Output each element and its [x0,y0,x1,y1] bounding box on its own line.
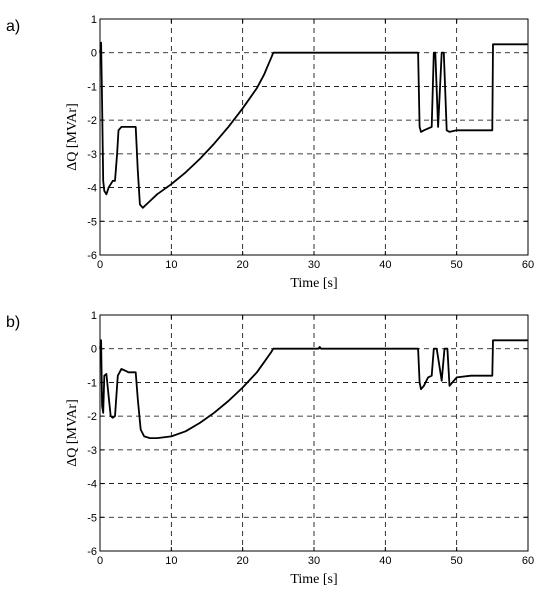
y-tick-label: -1 [87,377,97,389]
y-axis-label: ΔQ [MVAr] [65,399,80,466]
y-tick-label: 1 [91,14,97,26]
y-tick-label: -4 [87,479,97,491]
x-tick-label: 0 [97,555,103,567]
series-line-a-0 [99,41,528,209]
y-tick-label: 0 [91,344,97,356]
x-tick-label: 30 [308,259,320,271]
y-tick-label: -5 [87,216,97,228]
series-line-b-0 [99,339,528,440]
x-tick-label: 10 [165,259,177,271]
y-tick-label: -6 [87,546,97,558]
x-tick-label: 50 [451,555,463,567]
panel-label-b: b) [6,314,21,331]
x-tick-label: 30 [308,555,320,567]
y-tick-label: -3 [87,445,97,457]
y-tick-label: -5 [87,512,97,524]
chart-panel-b: b) 0 10 20 30 40 50 60 1 0 -1 -2 -3 -4 -5 -6 Time [s] ΔQ… [0,296,554,592]
x-tick-label: 20 [237,555,249,567]
y-tick-label: 0 [91,48,97,60]
chart-panel-a: a) 0 10 20 30 40 50 60 1 0 -1 -2 -3 -4 -5 -6 Time [s] ΔQ… [6,14,534,291]
y-tick-label: -6 [87,250,97,262]
x-tick-label: 10 [165,555,177,567]
y-tick-label: -1 [87,81,97,93]
x-tick-label: 40 [379,259,391,271]
x-tick-label: 60 [522,555,534,567]
x-axis-label: Time [s] [290,572,337,587]
x-tick-label: 0 [97,259,103,271]
y-tick-label: -2 [87,115,97,127]
x-tick-label: 20 [237,259,249,271]
x-tick-label: 40 [379,555,391,567]
y-axis-label: ΔQ [MVAr] [65,103,80,170]
y-tick-label: 1 [91,310,97,322]
y-tick-label: -4 [87,183,97,195]
y-tick-label: -3 [87,149,97,161]
x-axis-label: Time [s] [290,276,337,291]
x-tick-label: 60 [522,259,534,271]
panel-label-a: a) [6,18,21,35]
x-tick-label: 50 [451,259,463,271]
y-tick-label: -2 [87,411,97,423]
